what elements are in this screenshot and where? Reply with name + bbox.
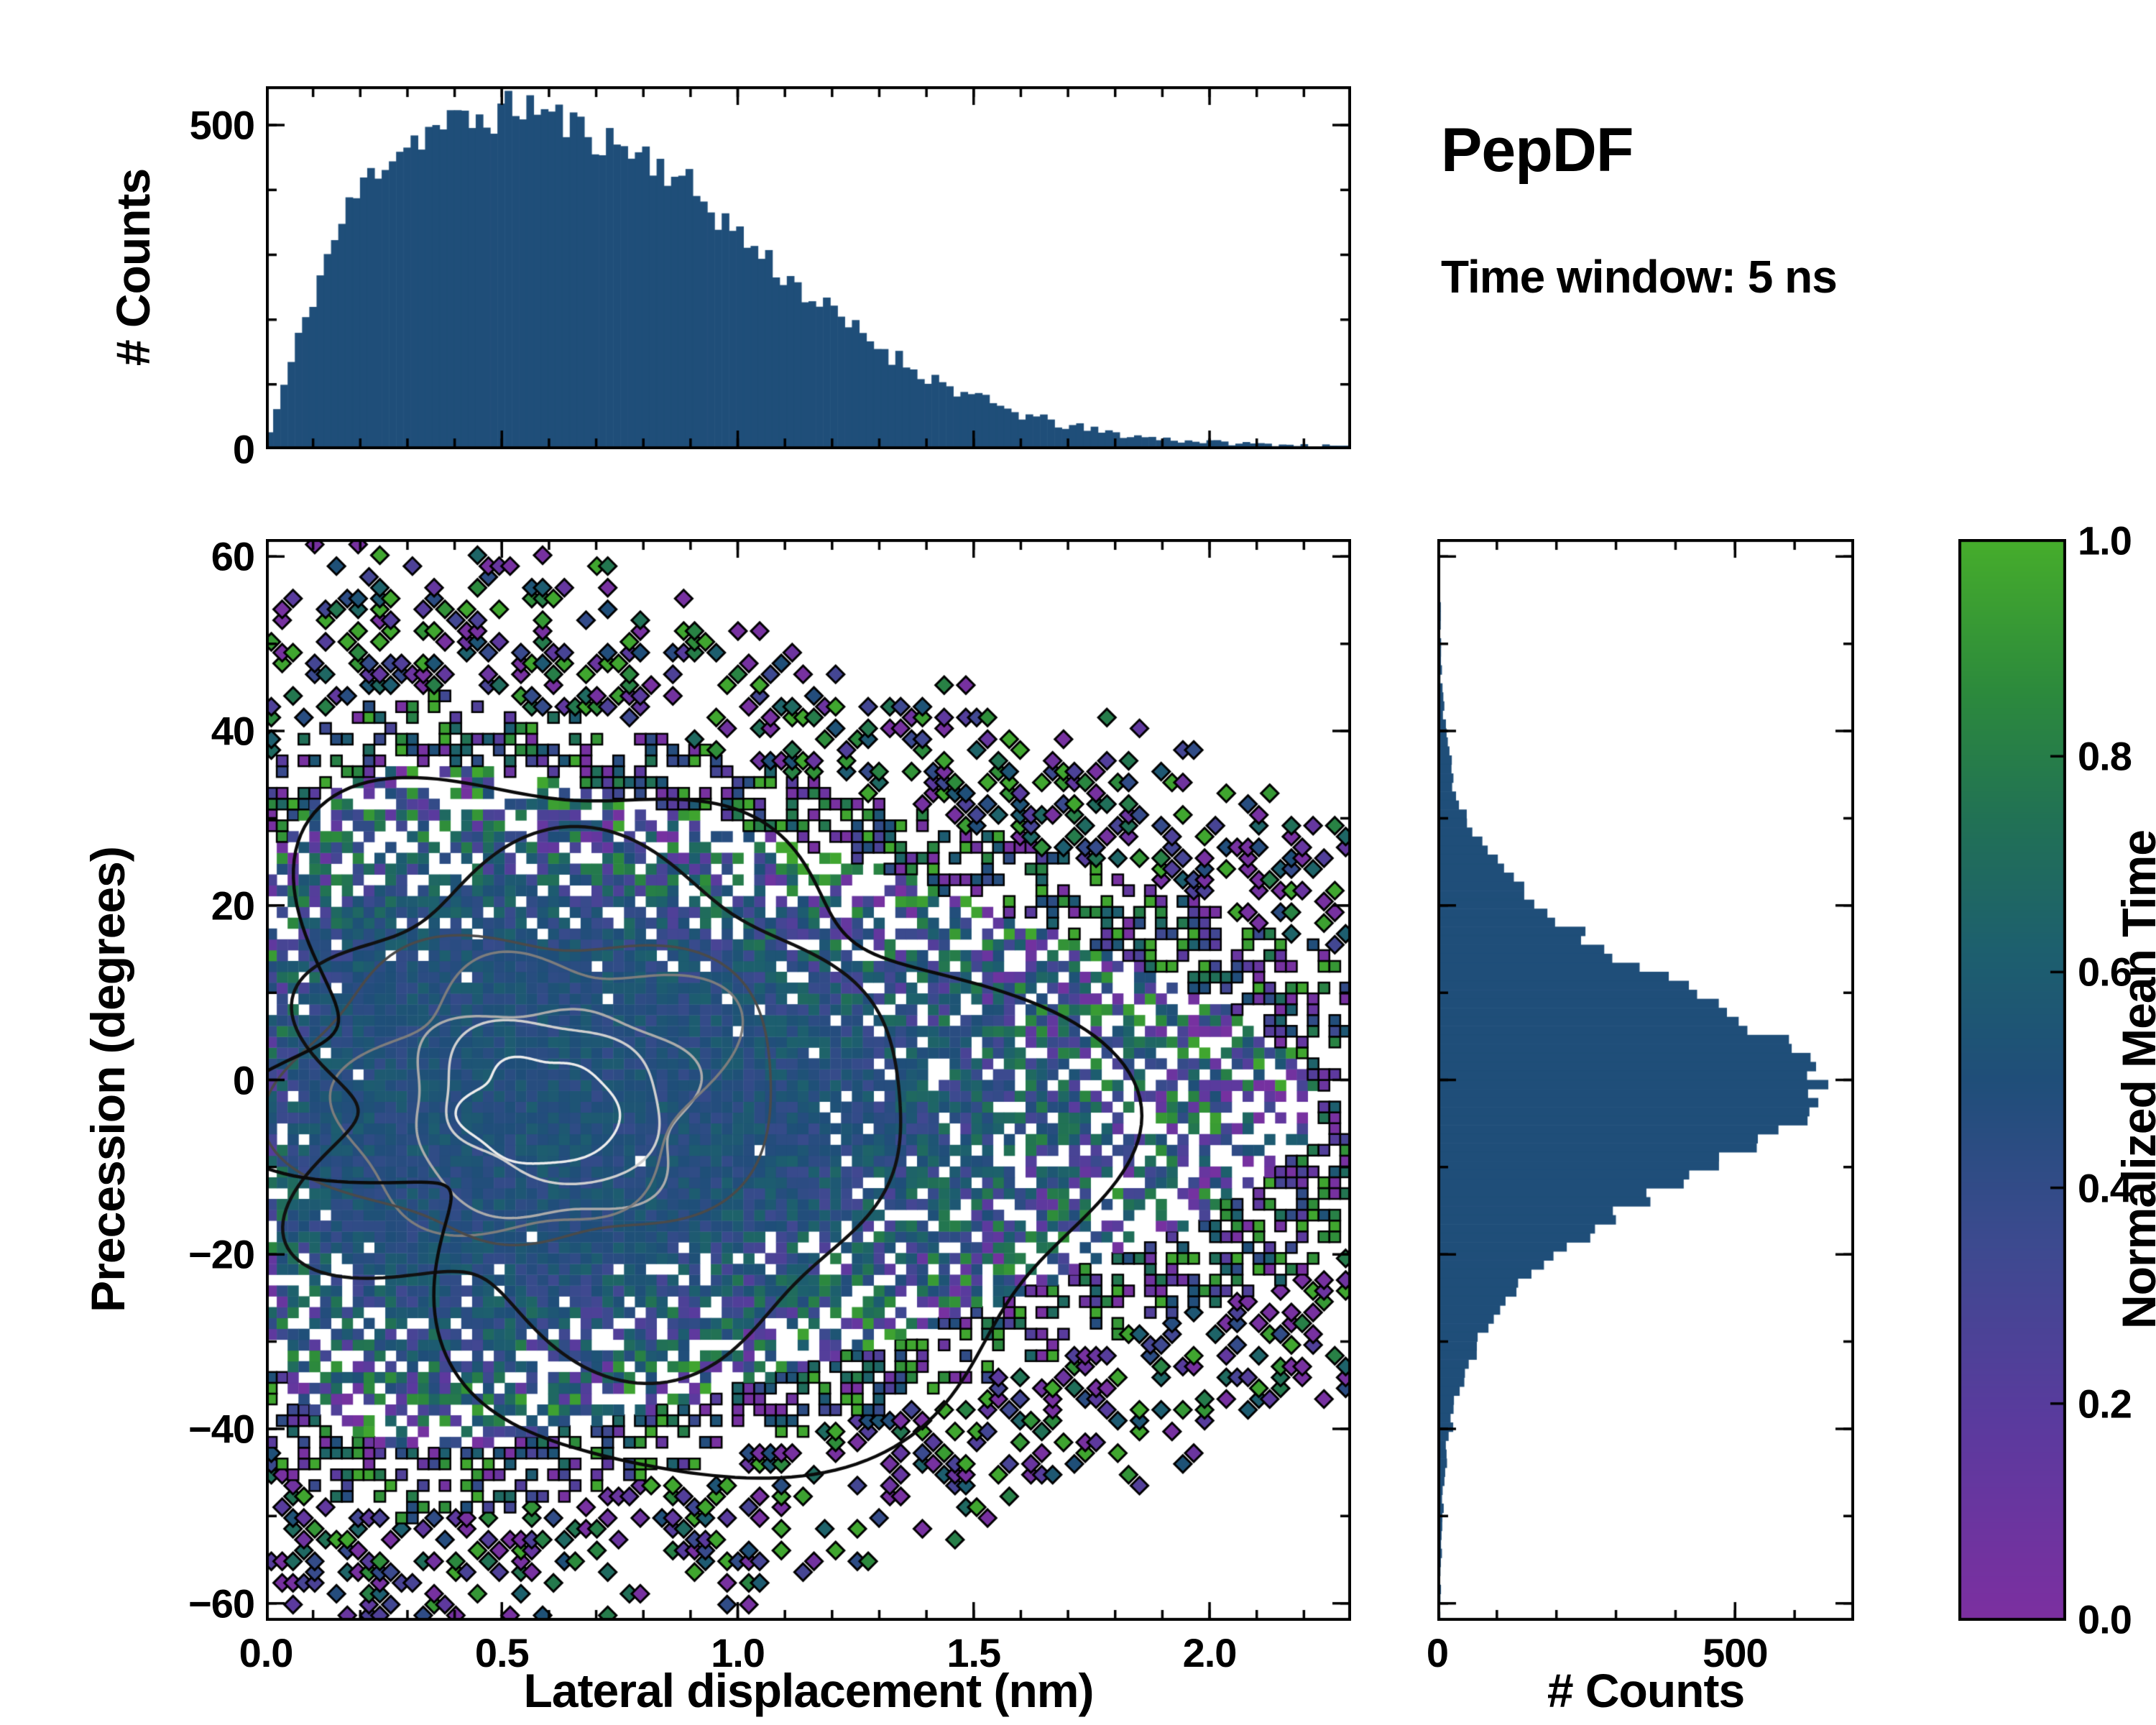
colorbar-tick-label: 1.0: [2078, 518, 2132, 564]
colorbar-tick-label: 0.4: [2078, 1165, 2132, 1211]
top-hist-y-tick-label: 0: [232, 426, 255, 472]
main-xlabel: Lateral displacement (nm): [523, 1664, 1095, 1717]
main-y-tick-label: 0: [232, 1057, 255, 1103]
main-x-tick-label: 0.5: [474, 1630, 530, 1675]
colorbar-tick-label: 0.2: [2078, 1381, 2132, 1427]
colorbar-label: Normalized Mean Time: [2112, 830, 2156, 1329]
colorbar-tick-label: 0.0: [2078, 1596, 2132, 1642]
main-x-tick-label: 1.5: [946, 1630, 1001, 1675]
main-y-tick-label: 40: [211, 708, 255, 754]
main-y-tick-label: 20: [211, 883, 255, 929]
time-window-annotation: Time window: 5 ns: [1441, 251, 1838, 303]
main-y-tick-label: 60: [211, 533, 255, 579]
main-x-tick-label: 2.0: [1182, 1630, 1238, 1675]
main-y-tick-label: −60: [188, 1581, 255, 1627]
right-xlabel: # Counts: [1547, 1664, 1745, 1717]
main-heatmap-canvas: [266, 539, 1351, 1621]
main-x-tick-label: 1.0: [711, 1630, 765, 1675]
top-histogram-canvas: [266, 86, 1351, 449]
right-hist-x-tick-label: 0: [1426, 1630, 1449, 1675]
main-y-tick-label: −20: [188, 1231, 255, 1277]
colorbar-tick-label: 0.8: [2078, 733, 2132, 779]
colorbar-canvas: [1958, 539, 2066, 1621]
colorbar-tick-label: 0.6: [2078, 949, 2132, 995]
right-histogram-canvas: [1437, 539, 1854, 1621]
main-x-tick-label: 0.0: [239, 1630, 294, 1675]
dataset-title: PepDF: [1441, 116, 1634, 185]
main-y-tick-label: −40: [188, 1406, 255, 1452]
top-hist-y-tick-label: 500: [189, 102, 255, 148]
top-ylabel: # Counts: [106, 168, 160, 367]
right-hist-x-tick-label: 500: [1703, 1630, 1768, 1675]
main-ylabel: Precession (degrees): [81, 847, 134, 1312]
